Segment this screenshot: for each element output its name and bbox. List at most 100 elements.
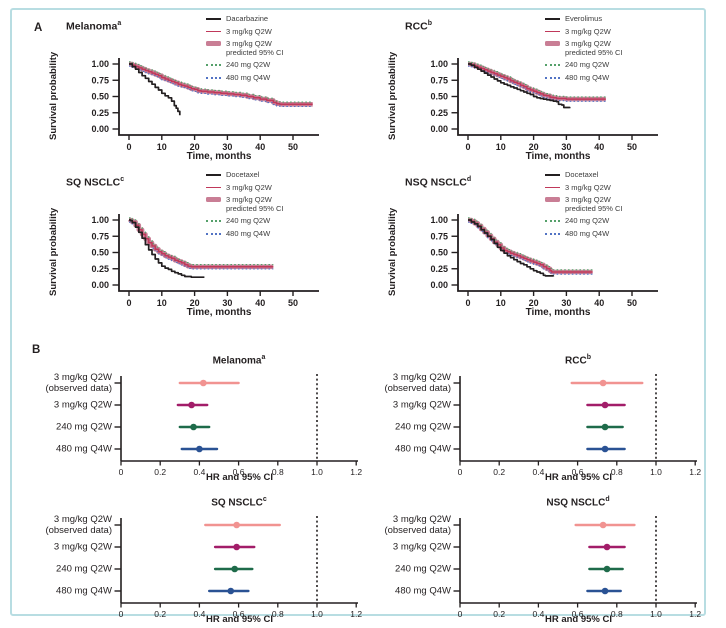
- svg-text:1.0: 1.0: [311, 467, 323, 477]
- panel-a-km-grid: Melanomaa Survival probability 1.00 0.75 0…: [24, 14, 702, 326]
- km-legend: Everolimus 3 mg/kg Q2W 3 mg/kg Q2W predic…: [545, 14, 700, 86]
- km-chart-sq-nsclc: 1.00 0.75 0.50 0.25 0.00 0 10 20 30 40 50: [91, 214, 319, 308]
- x-axis-label: HR and 95% CI: [544, 472, 613, 483]
- svg-text:0.6: 0.6: [572, 609, 584, 619]
- forest-title-text: SQ NSCLC: [211, 497, 263, 509]
- panel-a-label: A: [34, 22, 43, 34]
- km-panel-nsq-nsclc: NSQ NSCLCd Survival probability 1.00 0.75…: [363, 170, 702, 326]
- blue-dotted-swatch-icon: [206, 232, 221, 235]
- legend-item-480mg: 480 mg Q4W: [545, 229, 700, 239]
- legend-item-480mg: 480 mg Q4W: [545, 73, 700, 83]
- legend-item-predicted-ci: 3 mg/kg Q2W predicted 95% CI: [206, 195, 361, 213]
- forest-row-label-480mg: 480 mg Q4W: [56, 585, 112, 597]
- svg-text:0.50: 0.50: [430, 92, 448, 102]
- legend-item-240mg: 240 mg Q2W: [545, 216, 700, 226]
- km-title-superscript: a: [117, 20, 122, 27]
- svg-text:0.25: 0.25: [430, 264, 448, 274]
- svg-text:0.00: 0.00: [91, 124, 109, 134]
- svg-text:10: 10: [496, 298, 506, 308]
- km-title: NSQ NSCLCd: [405, 176, 471, 189]
- svg-text:0.2: 0.2: [154, 609, 166, 619]
- forest-row-label-240mg: 240 mg Q2W: [395, 421, 451, 433]
- svg-text:50: 50: [627, 298, 637, 308]
- svg-text:20: 20: [190, 142, 200, 152]
- legend-item-comparator: Everolimus: [545, 14, 700, 24]
- legend-label-line2: predicted 95% CI: [226, 203, 284, 213]
- svg-text:0.2: 0.2: [493, 467, 505, 477]
- svg-text:50: 50: [288, 298, 298, 308]
- solid-line-swatch-icon: [545, 174, 560, 176]
- km-legend: Docetaxel 3 mg/kg Q2W 3 mg/kg Q2W predict…: [206, 170, 361, 242]
- svg-text:0.6: 0.6: [572, 467, 584, 477]
- forest-chart-nsq-nsclc: 0 0.2 0.4 0.6 0.8 1.0 1.2: [453, 516, 701, 619]
- svg-text:40: 40: [255, 142, 265, 152]
- svg-text:0: 0: [458, 609, 463, 619]
- svg-text:0.75: 0.75: [91, 231, 109, 241]
- legend-item-3mgkg: 3 mg/kg Q2W: [206, 27, 361, 37]
- figure-frame: A B Melanomaa Survival probability 1.00 0…: [10, 8, 706, 625]
- forest-panel-rcc: RCCb 3 mg/kg Q2W (observed data) 3 mg/kg …: [363, 352, 702, 486]
- forest-chart-melanoma: 0 0.2 0.4 0.6 0.8 1.0 1.2: [114, 374, 362, 477]
- svg-text:0.25: 0.25: [91, 108, 109, 118]
- forest-title: RCCb: [453, 354, 703, 366]
- svg-text:1.2: 1.2: [689, 467, 701, 477]
- svg-text:50: 50: [627, 142, 637, 152]
- legend-label: 3 mg/kg Q2W: [565, 39, 611, 48]
- svg-text:0.75: 0.75: [430, 231, 448, 241]
- legend-item-480mg: 480 mg Q4W: [206, 229, 361, 239]
- forest-row-label-3mgkg: 3 mg/kg Q2W: [392, 399, 451, 411]
- svg-text:0: 0: [119, 467, 124, 477]
- svg-text:10: 10: [496, 142, 506, 152]
- svg-text:0.00: 0.00: [430, 124, 448, 134]
- km-title-superscript: b: [427, 20, 433, 27]
- red-line-swatch-icon: [206, 30, 221, 32]
- forest-row-label-240mg: 240 mg Q2W: [56, 563, 112, 575]
- km-title-superscript: c: [120, 176, 125, 183]
- svg-text:40: 40: [255, 298, 265, 308]
- svg-text:0.75: 0.75: [430, 75, 448, 85]
- km-panel-melanoma: Melanomaa Survival probability 1.00 0.75 0…: [24, 14, 363, 170]
- forest-title-superscript: c: [262, 496, 267, 503]
- svg-text:20: 20: [529, 142, 539, 152]
- forest-title: Melanomaa: [114, 354, 364, 366]
- forest-row-label-observed: 3 mg/kg Q2W (observed data): [384, 514, 451, 536]
- legend-label: 3 mg/kg Q2W: [226, 195, 272, 204]
- panel-b-label: B: [32, 344, 41, 356]
- red-line-swatch-icon: [206, 186, 221, 188]
- legend-item-3mgkg: 3 mg/kg Q2W: [545, 27, 700, 37]
- svg-text:1.2: 1.2: [689, 609, 701, 619]
- forest-row-label-observed: 3 mg/kg Q2W (observed data): [45, 372, 112, 394]
- blue-dotted-swatch-icon: [545, 232, 560, 235]
- red-line-swatch-icon: [545, 186, 560, 188]
- svg-text:30: 30: [561, 142, 571, 152]
- legend-item-240mg: 240 mg Q2W: [206, 216, 361, 226]
- svg-text:0.00: 0.00: [430, 280, 448, 290]
- solid-line-swatch-icon: [206, 174, 221, 176]
- legend-item-predicted-ci: 3 mg/kg Q2W predicted 95% CI: [545, 39, 700, 57]
- km-title-text: SQ NSCLC: [66, 176, 121, 189]
- forest-row-label-3mgkg: 3 mg/kg Q2W: [392, 541, 451, 553]
- svg-text:0.2: 0.2: [493, 609, 505, 619]
- legend-label-line2: predicted 95% CI: [226, 47, 284, 57]
- legend-item-3mgkg: 3 mg/kg Q2W: [206, 183, 361, 193]
- svg-text:1.0: 1.0: [311, 609, 323, 619]
- svg-text:1.00: 1.00: [91, 59, 109, 69]
- forest-row-label-3mgkg: 3 mg/kg Q2W: [53, 541, 112, 553]
- km-chart-rcc: 1.00 0.75 0.50 0.25 0.00 0 10 20 30 40 50: [430, 58, 658, 152]
- legend-label-line2: predicted 95% CI: [565, 47, 623, 57]
- panel-b-forest-grid: Melanomaa 3 mg/kg Q2W (observed data) 3 m…: [24, 352, 702, 628]
- svg-text:10: 10: [157, 298, 167, 308]
- forest-row-label-240mg: 240 mg Q2W: [395, 563, 451, 575]
- svg-text:1.0: 1.0: [650, 609, 662, 619]
- forest-title-superscript: d: [605, 496, 610, 503]
- x-axis-label: Time, months: [525, 307, 591, 318]
- green-dotted-swatch-icon: [206, 220, 221, 222]
- svg-text:0.25: 0.25: [430, 108, 448, 118]
- svg-text:0.00: 0.00: [91, 280, 109, 290]
- svg-text:0.6: 0.6: [233, 609, 245, 619]
- legend-label-line2: predicted 95% CI: [565, 203, 623, 213]
- km-title-text: RCC: [405, 20, 428, 33]
- green-dotted-swatch-icon: [545, 64, 560, 66]
- svg-text:1.2: 1.2: [350, 467, 362, 477]
